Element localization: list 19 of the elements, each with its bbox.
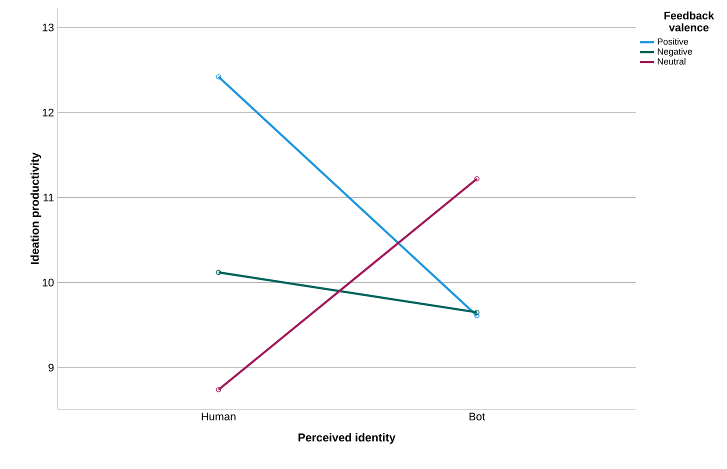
legend-label: Negative	[658, 48, 692, 57]
point	[474, 313, 480, 318]
point	[474, 310, 480, 315]
point	[216, 270, 222, 276]
y-axis-title: Ideation productivity	[30, 152, 42, 264]
y-tick-label: 10	[42, 278, 54, 287]
y-tick-label: 12	[42, 108, 54, 116]
legend-label: Positive	[658, 38, 688, 45]
legend-label: Neutral	[658, 58, 686, 65]
y-tick-label: 11	[44, 194, 54, 202]
point	[216, 387, 222, 392]
x-tick-label: Bot	[470, 412, 485, 420]
y-tick-label: 9	[48, 364, 54, 372]
x-axis-title: Perceived identity	[298, 433, 396, 444]
point	[474, 176, 480, 182]
y-tick-label: 13	[42, 24, 54, 32]
legend-title: Feedback valence	[664, 12, 714, 32]
x-tick-label: Human	[202, 412, 236, 420]
point	[216, 74, 222, 80]
